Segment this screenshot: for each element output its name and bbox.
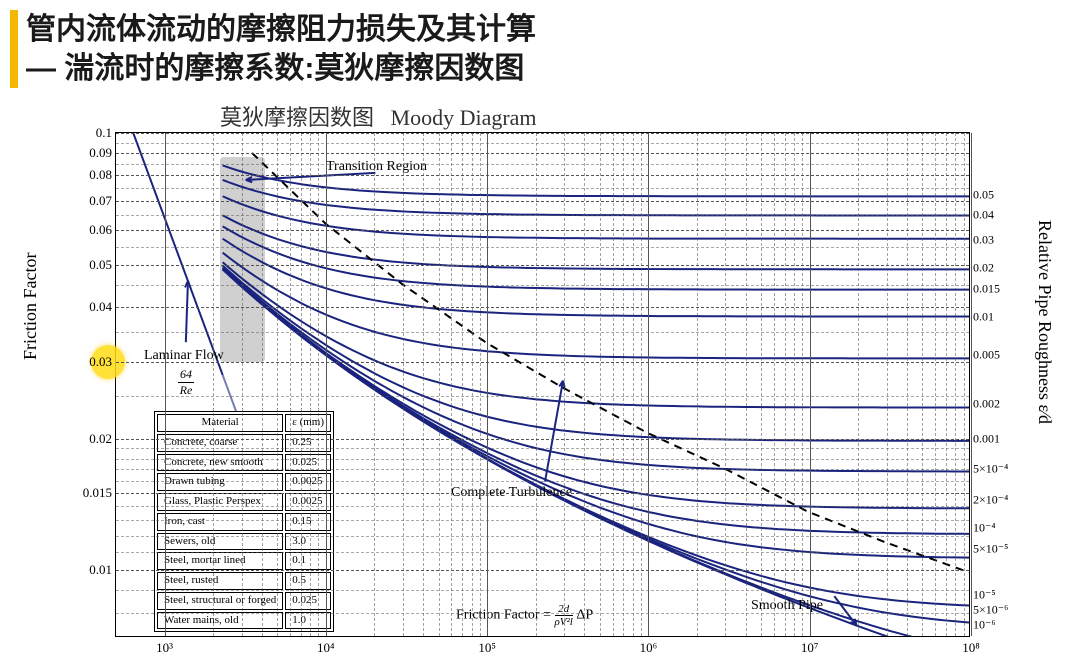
ytick-right: 0.002	[973, 397, 1000, 412]
ytick-right: 2×10⁻⁴	[973, 492, 1008, 507]
ytick-left: 0.015	[83, 485, 112, 501]
ytick-right: 5×10⁻⁴	[973, 462, 1008, 477]
anno-friction-eq: Friction Factor = 2dρV²l ΔP	[456, 603, 593, 628]
ytick-left: 0.04	[89, 299, 112, 315]
ytick-right: 10⁻⁶	[973, 617, 996, 632]
ytick-right: 5×10⁻⁶	[973, 603, 1008, 618]
anno-laminar-eq: 64 Re	[178, 367, 194, 398]
xtick: 10⁵	[478, 640, 496, 656]
title-block: 管内流体流动的摩擦阻力损失及其计算 — 湍流时的摩擦系数:莫狄摩擦因数图	[26, 10, 536, 88]
title-line1: 管内流体流动的摩擦阻力损失及其计算	[26, 10, 536, 49]
ytick-left: 0.03	[89, 354, 112, 370]
ytick-left: 0.08	[89, 167, 112, 183]
mat-th-eps: ε (mm)	[285, 414, 331, 432]
table-row: Steel, mortar lined0.1	[157, 552, 331, 570]
ytick-left: 0.06	[89, 222, 112, 238]
table-row: Drawn tubing0.0025	[157, 473, 331, 491]
mat-th-material: Material	[157, 414, 283, 432]
xtick: 10⁷	[801, 640, 819, 656]
moody-diagram: 莫狄摩擦因数图 Moody Diagram Friction Factor Re…	[20, 100, 1050, 660]
ytick-right: 0.001	[973, 431, 1000, 446]
ytick-right: 0.05	[973, 188, 994, 203]
anno-transition: Transition Region	[326, 159, 427, 175]
ytick-left: 0.02	[89, 431, 112, 447]
xtick: 10⁶	[640, 640, 658, 656]
table-row: Water mains, old1.0	[157, 612, 331, 630]
ytick-right: 0.04	[973, 207, 994, 222]
ytick-right: 5×10⁻⁵	[973, 541, 1008, 556]
table-row: Iron, cast0.15	[157, 513, 331, 531]
ytick-right: 0.03	[973, 232, 994, 247]
accent-bar	[10, 10, 18, 88]
ytick-left: 0.05	[89, 257, 112, 273]
y-axis-left-label: Friction Factor	[20, 253, 41, 360]
table-row: Steel, structural or forged0.025	[157, 592, 331, 610]
xtick: 10⁸	[962, 640, 980, 656]
table-row: Steel, rusted0.5	[157, 572, 331, 590]
ytick-right: 0.005	[973, 348, 1000, 363]
ytick-right: 10⁻⁵	[973, 587, 996, 602]
y-axis-right-label: Relative Pipe Roughness ε⁄d	[1034, 220, 1055, 424]
material-table: Material ε (mm) Concrete, coarse0.25Conc…	[154, 411, 334, 632]
ytick-right: 10⁻⁴	[973, 520, 996, 535]
slide-header: 管内流体流动的摩擦阻力损失及其计算 — 湍流时的摩擦系数:莫狄摩擦因数图	[0, 0, 1069, 88]
ytick-left: 0.09	[89, 145, 112, 161]
ytick-left: 0.07	[89, 193, 112, 209]
ytick-left: 0.1	[96, 125, 112, 141]
ytick-right: 0.02	[973, 261, 994, 276]
title-line2: — 湍流时的摩擦系数:莫狄摩擦因数图	[26, 49, 536, 88]
plot-area: Transition Region Laminar Flow 64 Re Com…	[115, 132, 970, 637]
ytick-right: 0.01	[973, 309, 994, 324]
ytick-left: 0.01	[89, 562, 112, 578]
chart-title-cn: 莫狄摩擦因数图	[220, 105, 374, 130]
chart-title-en: Moody Diagram	[391, 105, 537, 130]
ytick-right: 0.015	[973, 281, 1000, 296]
chart-title: 莫狄摩擦因数图 Moody Diagram	[220, 100, 537, 132]
xtick: 10³	[156, 640, 173, 656]
table-row: Glass, Plastic Perspex0.0025	[157, 493, 331, 511]
xtick: 10⁴	[317, 640, 335, 656]
